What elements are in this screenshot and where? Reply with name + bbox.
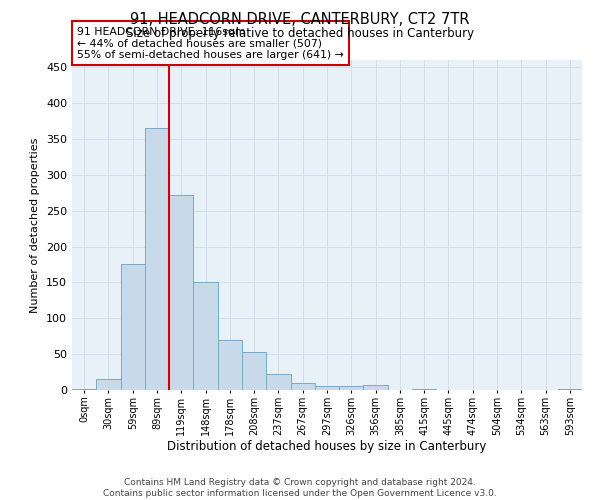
- Bar: [96, 379, 121, 390]
- Text: Contains HM Land Registry data © Crown copyright and database right 2024.
Contai: Contains HM Land Registry data © Crown c…: [103, 478, 497, 498]
- Bar: [315, 386, 339, 390]
- Bar: [121, 264, 145, 390]
- Bar: [364, 385, 388, 390]
- Bar: [290, 383, 315, 390]
- Y-axis label: Number of detached properties: Number of detached properties: [31, 138, 40, 312]
- Bar: [218, 340, 242, 390]
- Text: Size of property relative to detached houses in Canterbury: Size of property relative to detached ho…: [126, 28, 474, 40]
- Bar: [412, 388, 436, 390]
- Text: 91, HEADCORN DRIVE, CANTERBURY, CT2 7TR: 91, HEADCORN DRIVE, CANTERBURY, CT2 7TR: [130, 12, 470, 28]
- X-axis label: Distribution of detached houses by size in Canterbury: Distribution of detached houses by size …: [167, 440, 487, 454]
- Bar: [339, 386, 364, 390]
- Bar: [242, 352, 266, 390]
- Bar: [193, 282, 218, 390]
- Bar: [169, 195, 193, 390]
- Text: 91 HEADCORN DRIVE: 116sqm
← 44% of detached houses are smaller (507)
55% of semi: 91 HEADCORN DRIVE: 116sqm ← 44% of detac…: [77, 27, 344, 60]
- Bar: [145, 128, 169, 390]
- Bar: [266, 374, 290, 390]
